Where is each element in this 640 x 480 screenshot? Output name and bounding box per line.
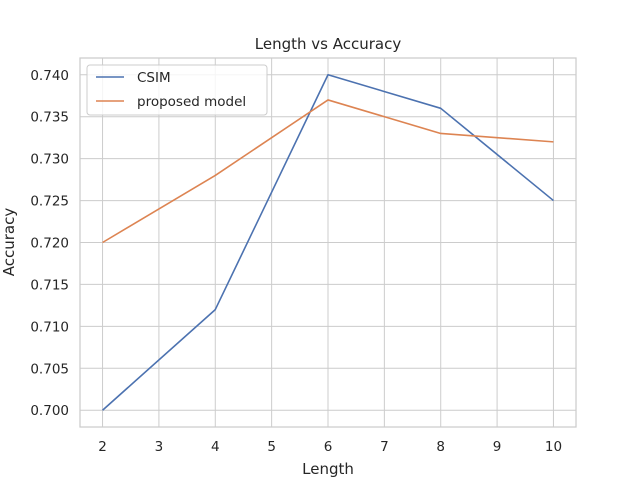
- x-tick-label: 7: [380, 439, 389, 455]
- chart-title: Length vs Accuracy: [255, 35, 402, 53]
- x-tick-label: 4: [211, 439, 220, 455]
- x-tick-label: 2: [98, 439, 107, 455]
- y-axis-title: Accuracy: [0, 208, 18, 277]
- series-lines: [102, 73, 554, 411]
- plot-frame: [79, 57, 577, 428]
- x-tick-label: 9: [493, 439, 502, 455]
- y-tick-label: 0.705: [30, 361, 69, 377]
- x-tick-label: 8: [436, 439, 445, 455]
- y-tick-label: 0.720: [30, 236, 69, 252]
- legend-label-proposed-model: proposed model: [137, 94, 246, 110]
- x-tick-label: 10: [545, 439, 562, 455]
- x-tick-label: 5: [267, 439, 276, 455]
- x-axis-title: Length: [302, 460, 354, 478]
- legend: CSIM proposed model: [86, 64, 268, 116]
- y-tick-label: 0.715: [30, 277, 69, 293]
- grid: [80, 58, 576, 427]
- x-tick-labels: 2 3 4 5 6 7 8 9 10: [98, 439, 562, 455]
- x-tick-label: 6: [324, 439, 333, 455]
- y-tick-label: 0.730: [30, 152, 69, 168]
- legend-label-csim: CSIM: [137, 70, 171, 86]
- y-tick-labels: 0.700 0.705 0.710 0.715 0.720 0.725 0.730 0.735…: [30, 68, 69, 419]
- y-tick-label: 0.710: [30, 319, 69, 335]
- y-tick-label: 0.725: [30, 194, 69, 210]
- y-tick-label: 0.735: [30, 110, 69, 126]
- y-tick-label: 0.700: [30, 403, 69, 419]
- x-tick-label: 3: [155, 439, 164, 455]
- legend-box: [86, 64, 268, 116]
- y-tick-label: 0.740: [30, 68, 69, 84]
